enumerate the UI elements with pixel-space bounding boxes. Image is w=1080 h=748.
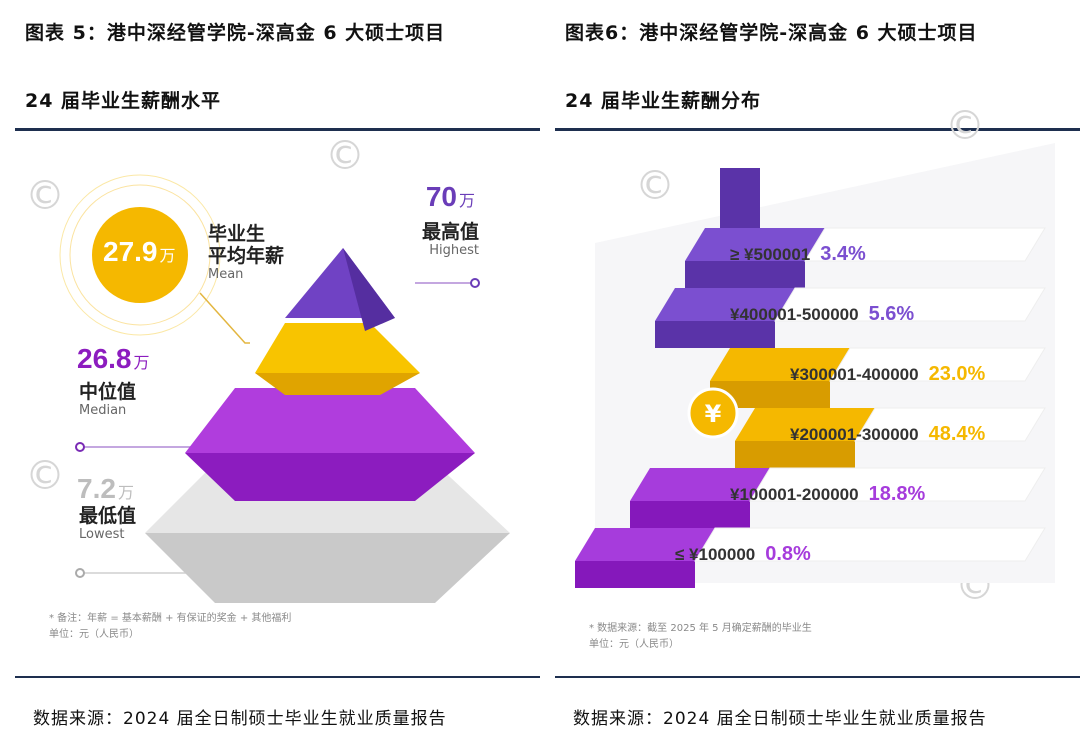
mean-cn-line2: 平均年薪: [208, 245, 285, 267]
stair-tread-5: [749, 467, 1046, 502]
footnote-line1: * 备注：年薪 = 基本薪酬 + 有保证的奖金 + 其他福利: [49, 613, 292, 624]
yen-coin-icon: [687, 387, 739, 439]
mean-en: Mean: [208, 267, 244, 282]
data-source: 数据来源：2024 届全日制硕士毕业生就业质量报告: [573, 709, 987, 729]
pyramid-tier-highest-side: [343, 248, 395, 331]
footnote-line1: * 数据来源：截至 2025 年 5 月确定薪酬的毕业生: [589, 623, 812, 634]
mean-number: 27.9: [103, 236, 158, 267]
footnote-line2: 单位：元（人民币）: [589, 639, 679, 650]
highest-dot: [470, 278, 480, 288]
highest-label: 最高值 Highest: [413, 221, 479, 258]
top-divider: [555, 128, 1080, 131]
pyramid-tier-mean: [255, 323, 420, 373]
figure-5-title: 图表 5：港中深经管学院-深高金 6 大硕士项目: [25, 22, 446, 44]
stair-category: ¥200001-300000: [790, 425, 919, 444]
mean-unit: 万: [159, 246, 176, 265]
staircase-svg: ¥: [575, 143, 1055, 588]
median-en: Median: [79, 403, 127, 418]
stair-label-6: ≤ ¥100000 0.8%: [675, 543, 811, 566]
lowest-value: 7.2 万: [77, 473, 134, 505]
lowest-dot: [75, 568, 85, 578]
stair-step-5: [630, 468, 770, 501]
median-dot: [75, 442, 85, 452]
stair-percent: 0.8%: [765, 543, 811, 565]
mean-connector: [199, 292, 250, 344]
pyramid-svg: [59, 174, 510, 603]
stair-tread-2: [774, 287, 1046, 322]
stair-tread-6: [694, 527, 1046, 562]
mean-cn-line1: 毕业生: [208, 223, 266, 245]
yen-symbol: ¥: [705, 400, 722, 428]
median-cn: 中位值: [79, 381, 137, 403]
figure-5-subtitle: 24 届毕业生薪酬水平: [25, 90, 222, 112]
highest-number: 70: [425, 181, 457, 212]
stair-label-2: ¥400001-500000 5.6%: [730, 303, 914, 326]
stair-label-3: ¥300001-400000 23.0%: [790, 363, 985, 386]
stair-step-6: [575, 528, 715, 561]
stair-label-1: ≥ ¥500001 3.4%: [730, 243, 866, 266]
pyramid-tier-median: [185, 388, 475, 453]
footnote: * 数据来源：截至 2025 年 5 月确定薪酬的毕业生 单位：元（人民币）: [589, 621, 812, 653]
median-number: 26.8: [77, 343, 132, 374]
stair-step-1: [685, 228, 825, 261]
pyramid-tier-median-side: [185, 453, 475, 501]
stair-percent: 48.4%: [928, 423, 986, 445]
mean-value: 27.9 万: [103, 236, 176, 268]
stair-percent: 3.4%: [820, 243, 866, 265]
stair-label-4: ¥200001-300000 48.4%: [790, 423, 985, 446]
stair-tread-4: [854, 407, 1046, 442]
stair-category: ¥400001-500000: [730, 305, 859, 324]
stair-riser-2: [655, 321, 775, 348]
stair-percent: 5.6%: [868, 303, 915, 325]
stair-riser-6: [575, 561, 695, 588]
stair-percent: 23.0%: [928, 363, 986, 385]
stair-category: ≥ ¥500001: [730, 245, 811, 264]
stair-step-2: [655, 288, 795, 321]
stair-riser-4: [735, 441, 855, 468]
bottom-divider: [15, 676, 540, 678]
stair-riser-1: [685, 261, 805, 288]
stair-tread-1: [804, 227, 1046, 262]
lowest-cn: 最低值: [79, 505, 137, 527]
mean-circle: [92, 207, 188, 303]
lowest-label: 最低值 Lowest: [79, 505, 136, 542]
mean-ring: [69, 184, 211, 326]
pyramid-tier-mean-side: [255, 373, 420, 395]
median-unit: 万: [133, 353, 150, 372]
stair-category: ≤ ¥100000: [675, 545, 756, 564]
mean-label: 毕业生 平均年薪 Mean: [208, 223, 284, 282]
stair-riser-5: [630, 501, 750, 528]
figure-5-panel: 图表 5：港中深经管学院-深高金 6 大硕士项目 24 届毕业生薪酬水平 © ©…: [15, 0, 540, 748]
lowest-unit: 万: [117, 483, 134, 502]
mean-ring: [59, 174, 221, 336]
highest-en: Highest: [429, 243, 479, 258]
highest-unit: 万: [458, 191, 475, 210]
staircase-top-pillar: [720, 168, 760, 228]
bottom-divider: [555, 676, 1080, 678]
stair-percent: 18.8%: [868, 483, 926, 505]
stair-tread-3: [829, 347, 1046, 382]
stair-step-4: [735, 408, 875, 441]
stair-label-5: ¥100001-200000 18.8%: [730, 483, 925, 506]
median-label: 中位值 Median: [79, 381, 136, 418]
stair-category: ¥300001-400000: [790, 365, 919, 384]
figure-6-title: 图表6：港中深经管学院-深高金 6 大硕士项目: [565, 22, 978, 44]
stair-step-3: [710, 348, 850, 381]
footnote-line2: 单位：元（人民币）: [49, 629, 139, 640]
lowest-number: 7.2: [77, 473, 116, 504]
pyramid-tier-lowest-side: [145, 533, 510, 603]
top-divider: [15, 128, 540, 131]
figure-6-panel: 图表6：港中深经管学院-深高金 6 大硕士项目 24 届毕业生薪酬分布 © © …: [555, 0, 1080, 748]
pyramid-infographic: © © © ©: [15, 133, 540, 673]
figure-6-subtitle: 24 届毕业生薪酬分布: [565, 90, 762, 112]
footnote: * 备注：年薪 = 基本薪酬 + 有保证的奖金 + 其他福利 单位：元（人民币）: [49, 611, 291, 643]
stair-riser-3: [710, 381, 830, 408]
staircase-infographic: © © © © ¥ ≥ ¥5000013.4%¥400001-5000005.6…: [555, 103, 1080, 673]
highest-cn: 最高值: [421, 221, 479, 243]
highest-value: 70 万: [415, 181, 475, 213]
data-source: 数据来源：2024 届全日制硕士毕业生就业质量报告: [33, 709, 447, 729]
lowest-en: Lowest: [79, 527, 125, 542]
median-value: 26.8 万: [77, 343, 150, 375]
stair-category: ¥100001-200000: [730, 485, 859, 504]
